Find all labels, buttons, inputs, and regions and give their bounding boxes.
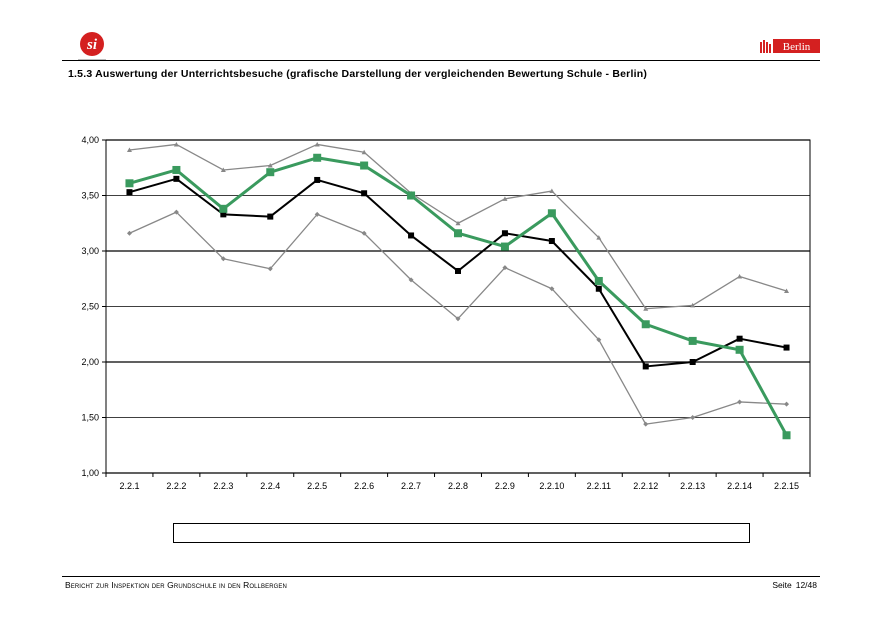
data-point: [455, 220, 461, 226]
data-point: [220, 167, 226, 172]
data-point: [126, 189, 133, 196]
data-point: [313, 153, 322, 162]
data-point: [737, 399, 743, 405]
footer-page: Seite 12/48: [768, 580, 817, 590]
data-point: [454, 229, 462, 238]
page-number: 12/48: [795, 580, 817, 590]
data-point: [360, 161, 369, 170]
x-tick-label: 2.2.9: [495, 481, 515, 491]
y-tick-label: 1,00: [81, 468, 99, 478]
x-tick-label: 2.2.3: [213, 481, 233, 491]
data-point: [596, 235, 602, 240]
data-point: [736, 335, 743, 342]
x-tick-label: 2.2.1: [119, 481, 139, 491]
data-point: [547, 209, 556, 218]
data-point: [641, 320, 650, 329]
data-point: [266, 168, 275, 177]
data-point: [173, 209, 179, 215]
x-tick-label: 2.2.10: [539, 481, 564, 491]
x-tick-label: 2.2.4: [260, 481, 280, 491]
data-point: [314, 141, 320, 147]
data-point: [784, 401, 790, 407]
data-point: [408, 232, 415, 239]
footer-rule: [62, 576, 820, 577]
data-point: [690, 302, 696, 308]
si-logo-text: si: [86, 37, 98, 53]
data-point: [643, 421, 649, 427]
data-point: [501, 230, 508, 237]
data-point: [314, 211, 320, 217]
data-point: [642, 363, 649, 370]
x-tick-label: 2.2.12: [633, 481, 658, 491]
data-point: [502, 196, 508, 201]
data-point: [737, 274, 743, 279]
x-tick-label: 2.2.11: [587, 481, 611, 491]
x-tick-label: 2.2.7: [401, 481, 421, 491]
data-point: [220, 256, 226, 262]
data-point: [126, 230, 132, 236]
berlin-logo-text: Berlin: [783, 41, 811, 53]
data-point: [455, 316, 461, 322]
y-tick-label: 3,00: [81, 246, 99, 256]
data-point: [455, 267, 461, 274]
data-point: [361, 149, 367, 155]
data-point: [594, 276, 603, 285]
data-point: [688, 336, 697, 345]
data-point: [735, 345, 744, 354]
footer-report-title: Bericht zur Inspektion der Grundschule i…: [65, 580, 287, 590]
data-point: [549, 286, 555, 292]
page-label: Seite: [772, 580, 792, 590]
data-point: [548, 238, 555, 245]
data-point: [689, 359, 696, 365]
section-title: 1.5.3 Auswertung der Unterrichtsbesuche …: [68, 68, 648, 80]
data-point: [784, 288, 790, 293]
data-point: [783, 344, 790, 351]
data-point: [219, 204, 228, 213]
data-point: [220, 211, 227, 218]
x-tick-label: 2.2.14: [727, 481, 752, 491]
data-point: [690, 415, 696, 420]
data-point: [173, 141, 179, 147]
x-tick-label: 2.2.6: [354, 481, 374, 491]
x-tick-label: 2.2.8: [448, 481, 468, 491]
legend-box: [173, 523, 750, 543]
header-rule: [62, 60, 820, 61]
data-point: [267, 213, 274, 220]
data-point: [502, 265, 508, 271]
data-point: [172, 165, 181, 174]
x-tick-label: 2.2.5: [307, 481, 327, 491]
y-tick-label: 4,00: [81, 135, 99, 145]
berlin-logo: Berlin: [760, 39, 820, 53]
data-point: [361, 190, 368, 197]
x-tick-label: 2.2.15: [774, 481, 799, 491]
data-point: [596, 337, 602, 343]
data-point: [500, 242, 509, 251]
data-point: [361, 230, 367, 236]
y-tick-label: 2,50: [81, 302, 99, 312]
data-point: [408, 277, 414, 283]
data-point: [267, 266, 273, 272]
data-point: [782, 431, 791, 440]
data-point: [643, 306, 649, 311]
y-tick-label: 2,00: [81, 357, 99, 367]
data-point: [267, 163, 273, 168]
x-tick-label: 2.2.2: [166, 481, 186, 491]
y-tick-label: 3,50: [81, 191, 99, 201]
data-point: [314, 176, 321, 183]
y-tick-label: 1,50: [81, 413, 99, 423]
data-point: [549, 188, 555, 194]
data-point: [595, 285, 602, 292]
data-point: [126, 147, 132, 152]
data-point: [407, 191, 416, 200]
data-point: [125, 179, 134, 188]
x-tick-label: 2.2.13: [680, 481, 705, 491]
data-point: [173, 175, 180, 182]
